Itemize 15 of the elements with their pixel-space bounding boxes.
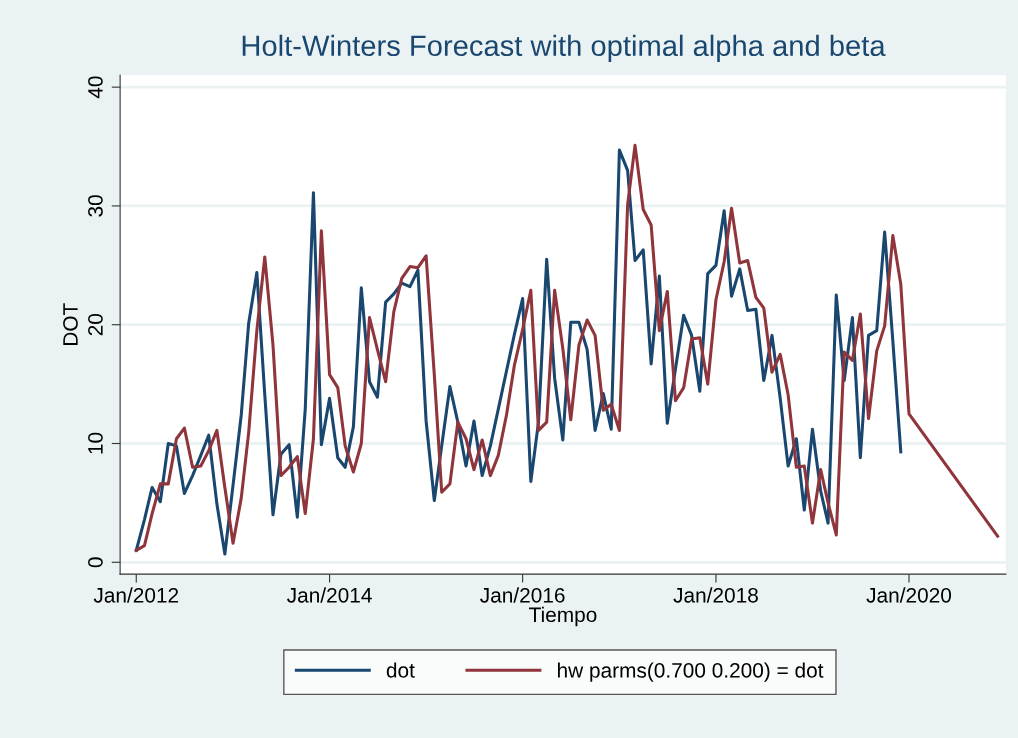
y-tick-label: 0 [88, 557, 103, 568]
chart-title: Holt-Winters Forecast with optimal alpha and beta [242, 34, 886, 62]
x-tick-label: Jan/2014 [287, 587, 372, 603]
y-tick-label: 40 [88, 76, 103, 99]
x-tick-label: Jan/2012 [93, 587, 179, 603]
x-tick-label: Jan/2018 [673, 587, 758, 603]
legend-label: hw parms(0.700 0.200) = dot [557, 662, 824, 682]
legend-label: dot [386, 662, 415, 678]
y-tick-label: 10 [88, 432, 103, 454]
x-tick-label: Jan/2020 [866, 587, 952, 603]
y-axis-title: DOT [63, 303, 78, 345]
y-tick-label: 30 [88, 195, 103, 217]
y-tick-label: 20 [88, 313, 103, 336]
x-tick-label: Jan/2016 [480, 587, 565, 603]
x-axis-title: Tiempo [529, 606, 597, 627]
